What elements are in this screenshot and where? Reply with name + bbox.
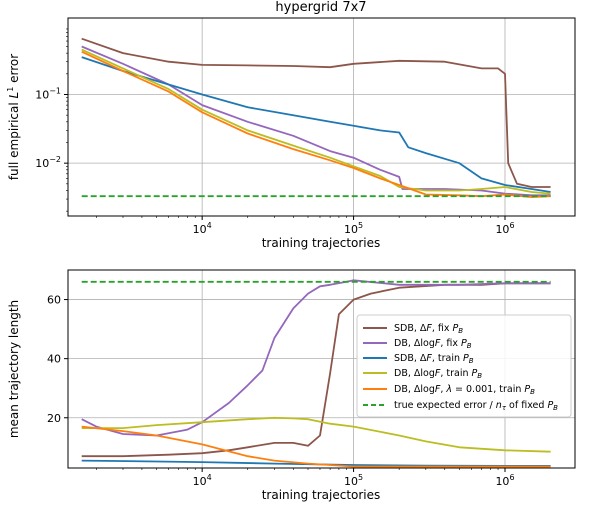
top-axis-ticks: 104 105 106 10−1 10−2 bbox=[35, 28, 515, 236]
top-series-lines bbox=[81, 37, 551, 199]
top-gridlines bbox=[68, 18, 575, 216]
bottom-series-db-logf-train-p-b bbox=[81, 416, 551, 453]
bottom-y-tick-label: 20 bbox=[47, 412, 61, 425]
legend: SDB, ΔF, fix PB DB, ΔlogF, fix PB SDB, Δ… bbox=[356, 314, 572, 418]
legend-entry-db-fix: DB, ΔlogF, fix PB bbox=[363, 338, 472, 350]
top-chart-title: hypergrid 7x7 bbox=[275, 0, 366, 15]
legend-entry-sdb-fix: SDB, ΔF, fix PB bbox=[363, 323, 463, 335]
bottom-x-tick-label: 106 bbox=[495, 473, 514, 488]
bottom-axis-ticks: 104 105 106 20 40 60 bbox=[47, 294, 515, 488]
bottom-y-tick-label: 60 bbox=[47, 294, 61, 307]
bottom-series-db-logf-fix-p-b bbox=[81, 279, 551, 437]
legend-label-db-train: DB, ΔlogF, train PB bbox=[394, 368, 482, 380]
bottom-x-tick-label: 105 bbox=[344, 473, 363, 488]
bottom-y-axis-label: mean trajectory length bbox=[7, 300, 21, 438]
bottom-y-tick-label: 40 bbox=[47, 353, 61, 366]
top-x-axis-label: training trajectories bbox=[262, 236, 381, 250]
legend-label-db-lambda-train: DB, ΔlogF, λ = 0.001, train PB bbox=[394, 384, 535, 396]
top-plot-frame bbox=[67, 17, 576, 217]
top-series-3 bbox=[81, 56, 551, 193]
top-series-1 bbox=[81, 37, 551, 188]
top-x-tick-label: 106 bbox=[495, 221, 514, 236]
bottom-x-tick-label: 104 bbox=[193, 473, 212, 488]
top-series-2 bbox=[81, 45, 551, 197]
top-x-tick-label: 105 bbox=[344, 221, 363, 236]
legend-label-db-fix: DB, ΔlogF, fix PB bbox=[394, 338, 472, 350]
top-y-tick-label: 10−1 bbox=[35, 86, 61, 101]
legend-box bbox=[356, 314, 572, 418]
legend-entry-sdb-train: SDB, ΔF, train PB bbox=[363, 353, 474, 365]
top-y-axis-label: full empirical L1 error bbox=[6, 54, 21, 180]
top-series-5 bbox=[81, 50, 551, 199]
legend-entry-db-train: DB, ΔlogF, train PB bbox=[363, 368, 482, 380]
top-series-4 bbox=[81, 48, 551, 195]
top-x-tick-label: 104 bbox=[193, 221, 212, 236]
bottom-plot-frame bbox=[67, 269, 576, 469]
bottom-series-lines bbox=[81, 279, 551, 468]
top-y-tick-label: 10−2 bbox=[35, 155, 61, 170]
legend-label-sdb-train: SDB, ΔF, train PB bbox=[394, 353, 474, 365]
bottom-x-axis-label: training trajectories bbox=[262, 488, 381, 502]
legend-entry-true-error: true expected error / nτ of fixed PB bbox=[363, 400, 558, 412]
legend-label-true-error: true expected error / nτ of fixed PB bbox=[394, 400, 558, 412]
legend-label-sdb-fix: SDB, ΔF, fix PB bbox=[394, 323, 463, 335]
bottom-series-db-logf-0-001-train-p-b bbox=[81, 425, 551, 468]
legend-entry-db-lambda-train: DB, ΔlogF, λ = 0.001, train PB bbox=[363, 384, 535, 396]
